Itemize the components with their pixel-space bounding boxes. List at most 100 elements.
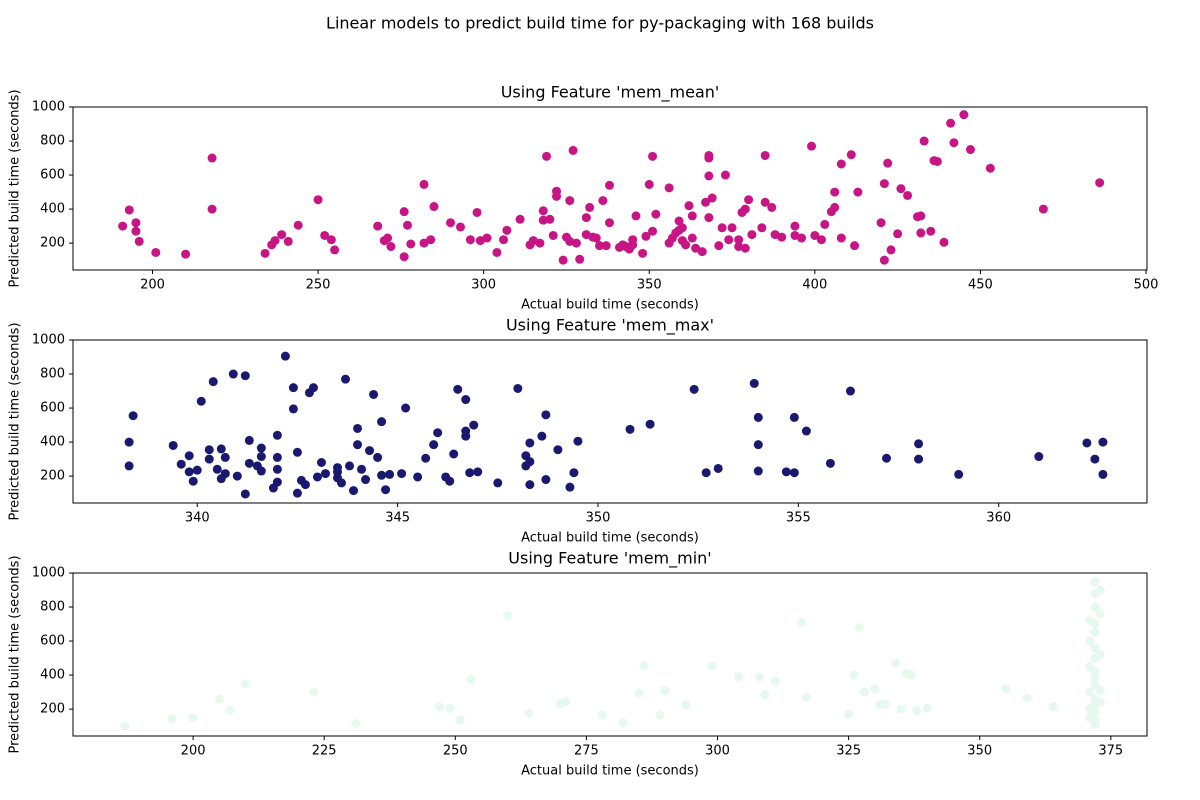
point [882,453,892,463]
point [312,472,322,482]
point [810,230,820,240]
y-tick-label: 800 [40,367,65,382]
point [797,233,807,243]
point [433,428,443,438]
point [373,452,383,462]
subplot-title: Using Feature 'mem_mean' [501,83,720,103]
point [639,661,649,671]
point [524,708,534,718]
x-tick-label: 345 [385,511,410,526]
point [575,254,585,264]
point [644,179,654,189]
point [244,435,254,445]
point [1090,577,1100,587]
point [820,219,830,229]
x-axis-label: Actual build time (seconds) [521,298,699,313]
point [631,211,641,221]
point [429,202,439,212]
point [244,458,254,468]
point [176,459,186,469]
x-tick-label: 250 [443,744,468,759]
point [377,417,387,427]
point [789,468,799,478]
y-tick-label: 1000 [32,566,65,581]
x-tick-label: 340 [185,511,210,526]
x-tick-label: 375 [1098,744,1123,759]
point [256,443,266,453]
point [421,453,431,463]
point [954,469,964,479]
point [345,461,355,471]
point [426,235,436,245]
point [985,163,995,173]
point [320,230,330,240]
point [542,151,552,161]
point [455,222,465,232]
point [337,478,346,488]
point [585,202,595,212]
point [1090,619,1100,629]
y-tick-label: 600 [40,168,65,183]
point [733,672,743,682]
point [184,451,194,461]
point [749,378,759,388]
point [879,179,889,189]
point [397,469,407,479]
point [645,419,655,429]
point [545,214,555,224]
point [357,464,367,474]
point [781,467,791,477]
point [560,696,570,706]
point [341,374,351,384]
point [886,245,896,255]
point [598,196,608,206]
point [383,233,393,243]
point [373,221,383,231]
point [830,202,840,212]
point [429,440,439,450]
point [591,233,601,243]
point [288,383,298,393]
point [351,719,361,729]
point [734,235,744,245]
y-tick-label: 200 [40,236,65,251]
point [349,486,359,496]
y-tick-label: 1000 [32,333,65,348]
point [796,617,806,627]
point [914,454,924,464]
point [713,463,723,473]
point [241,679,251,689]
point [316,458,326,468]
x-tick-label: 250 [306,278,331,293]
point [541,410,551,420]
point [196,396,206,406]
point [525,438,535,448]
point [724,235,734,245]
point [332,467,342,477]
point [714,241,724,251]
y-tick-label: 800 [40,600,65,615]
point [361,475,371,485]
point [538,215,548,225]
point [482,233,492,243]
point [216,444,226,454]
point [309,687,319,697]
point [912,706,922,716]
point [168,440,178,450]
y-tick-label: 400 [40,668,65,683]
point [214,694,224,704]
point [1090,719,1100,729]
point [701,468,711,478]
point [240,489,250,499]
point [879,255,889,265]
point [747,230,757,240]
point [220,469,230,479]
point [188,713,198,723]
point [1034,452,1044,462]
point [124,461,134,471]
point [320,469,330,479]
point [681,240,691,250]
point [124,205,134,215]
point [926,226,936,236]
point [1095,609,1105,619]
